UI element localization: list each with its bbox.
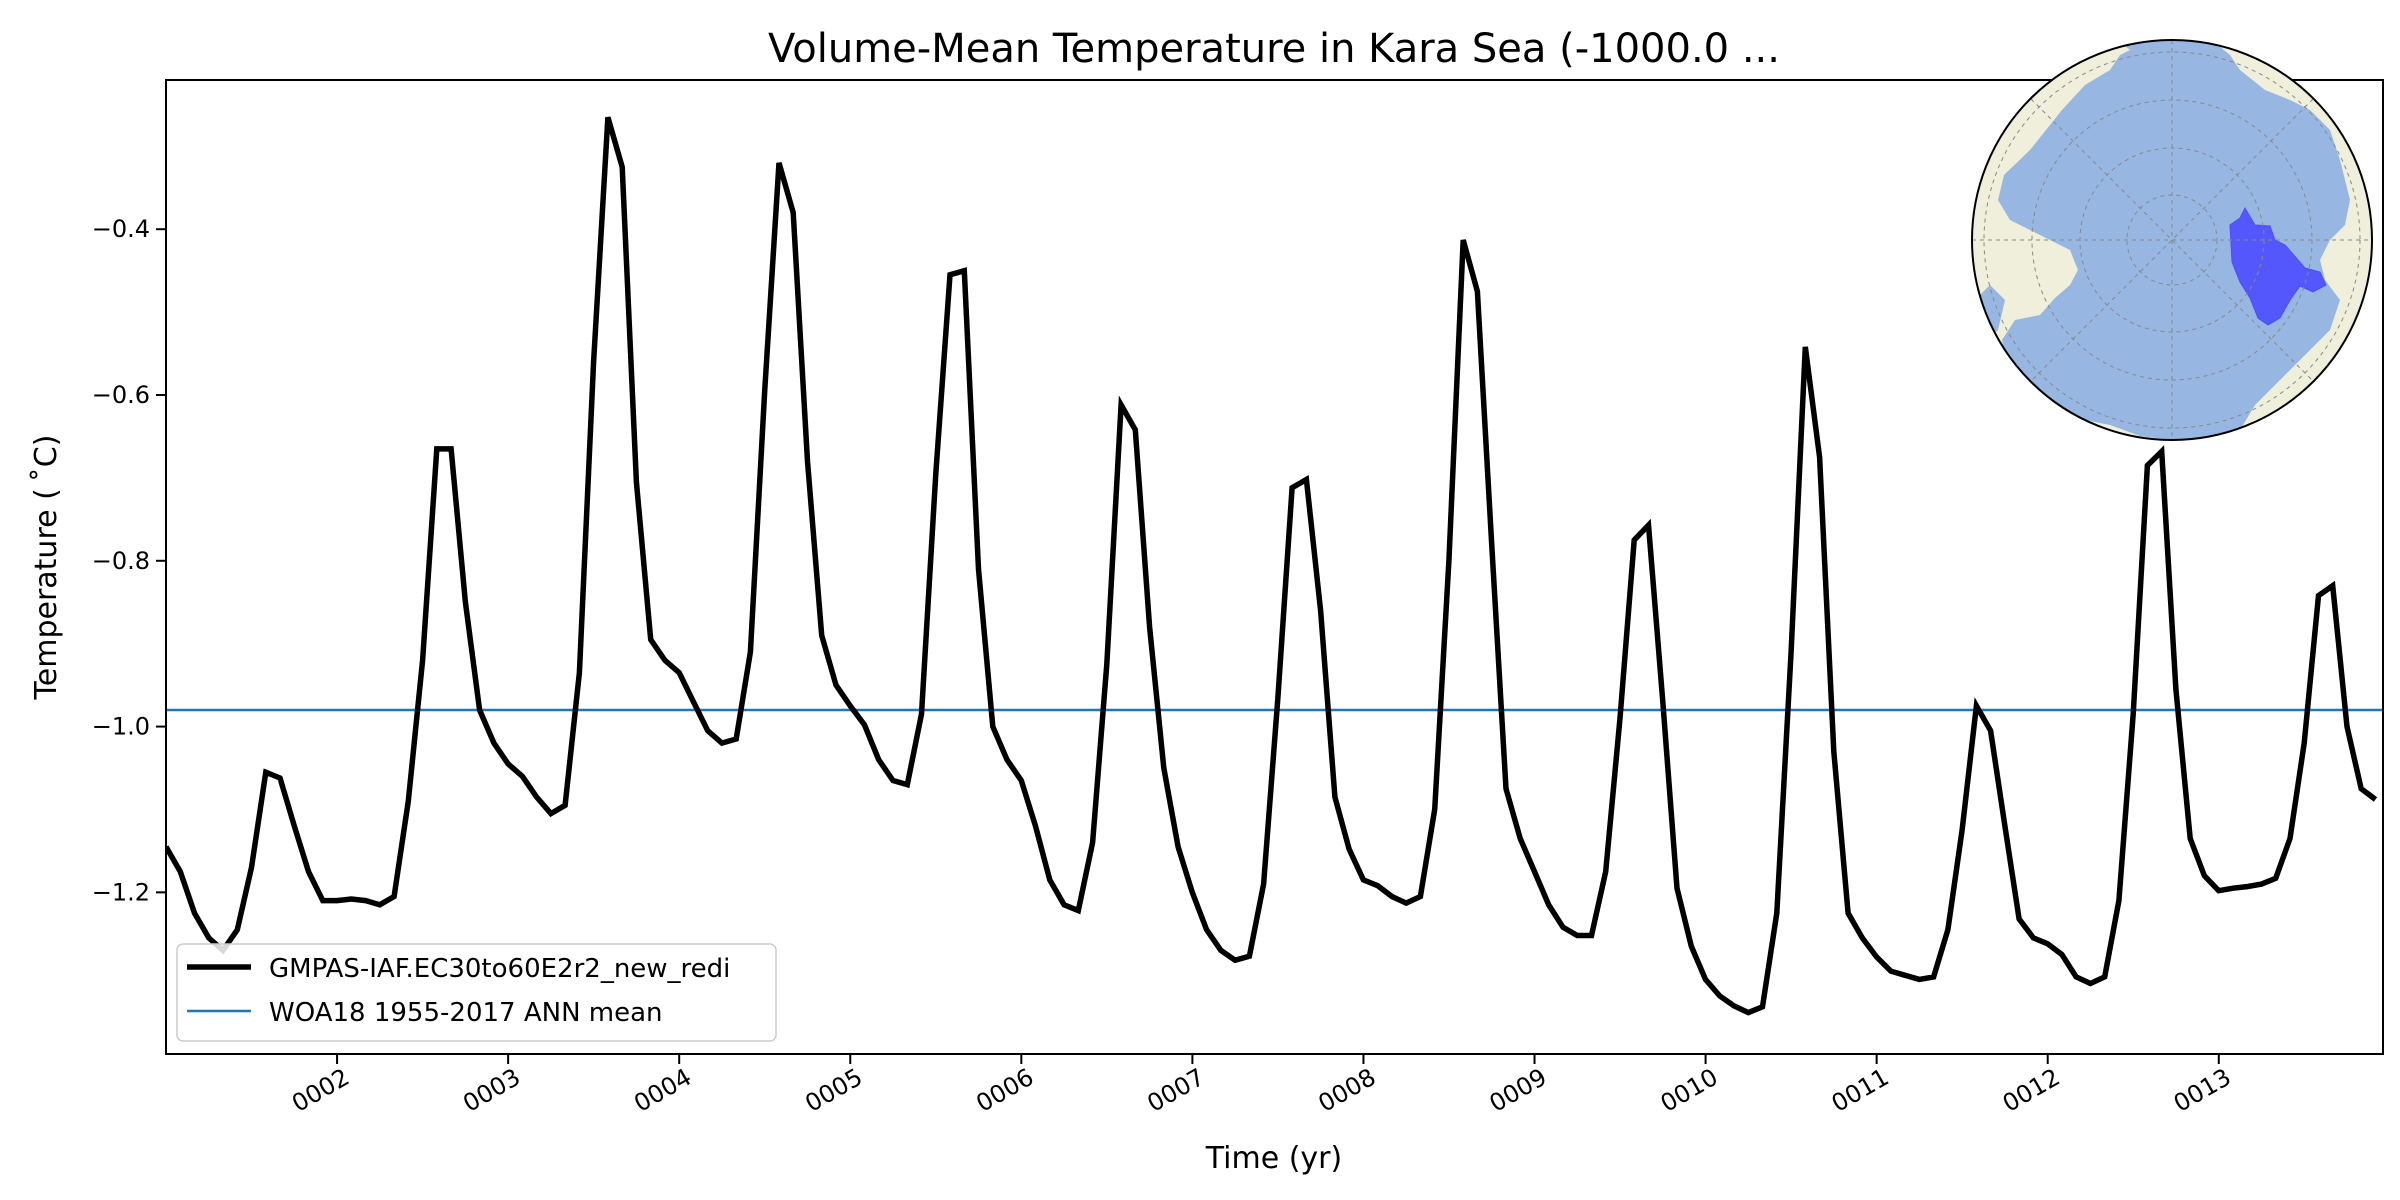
x-tick-label: 0007 [1142, 1063, 1209, 1118]
y-tick-label: −0.6 [92, 381, 150, 409]
legend-label-model: GMPAS-IAF.EC30to60E2r2_new_redi [269, 954, 730, 984]
x-tick-label: 0006 [971, 1063, 1038, 1118]
series-line-model [166, 116, 2378, 1016]
y-tick-label: −1.2 [92, 878, 150, 906]
plot-series [166, 116, 2383, 1016]
inset-map [1971, 39, 2373, 441]
y-tick-label: −0.8 [92, 547, 150, 575]
x-tick-label: 0011 [1827, 1063, 1894, 1118]
x-tick-label: 0003 [458, 1063, 525, 1118]
x-tick-label: 0009 [1485, 1063, 1552, 1118]
y-axis-label: Temperature ( ˚C) [29, 435, 64, 701]
x-tick-label: 0012 [1998, 1063, 2065, 1118]
x-tick-label: 0005 [800, 1063, 867, 1118]
x-tick-label: 0013 [2169, 1063, 2236, 1118]
y-tick-label: −1.0 [92, 713, 150, 741]
map-gridlines [1972, 40, 2372, 440]
map-border [1971, 39, 2373, 441]
chart-title: Volume-Mean Temperature in Kara Sea (-10… [768, 26, 1780, 72]
legend-frame [176, 943, 777, 1042]
x-tick-label: 0002 [287, 1063, 354, 1118]
plot-frame [165, 79, 2384, 1055]
map-ocean [1998, 40, 2350, 440]
y-axis-ticks: −1.2 −1.0 −0.8 −0.6 −0.4 [92, 215, 166, 906]
x-tick-label: 0008 [1314, 1063, 1381, 1118]
x-tick-label: 0004 [629, 1063, 696, 1118]
x-axis-ticks: 0002 0003 0004 0005 0006 0007 0008 0009 0010 0011… [287, 1054, 2236, 1118]
legend: GMPAS-IAF.EC30to60E2r2_new_redi WOA18 19… [176, 943, 777, 1042]
y-tick-label: −0.4 [92, 215, 150, 243]
x-axis-label: Time (yr) [1205, 1141, 1342, 1176]
legend-label-woa18: WOA18 1955-2017 ANN mean [269, 998, 663, 1028]
map-region-kara-sea [2229, 206, 2327, 326]
x-tick-label: 0010 [1656, 1063, 1723, 1118]
